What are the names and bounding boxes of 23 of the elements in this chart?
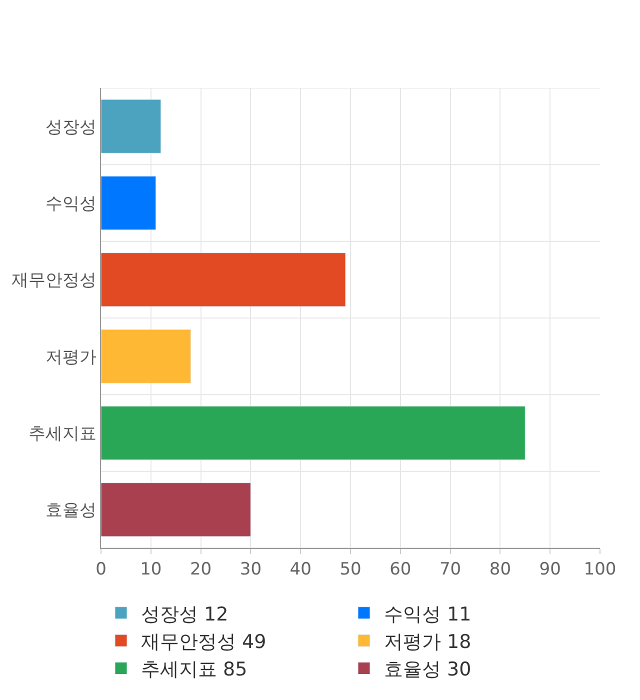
x-tick-label: 70 — [439, 559, 462, 580]
y-tick-label: 추세지표 — [28, 424, 97, 444]
x-tick-label: 60 — [390, 559, 412, 580]
x-tick-label: 30 — [240, 559, 262, 580]
legend-label: 재무안정성 49 — [141, 630, 266, 653]
x-tick-label: 100 — [584, 559, 616, 580]
x-tick-label: 80 — [489, 559, 512, 580]
legend-label: 추세지표 85 — [141, 658, 248, 681]
legend-label: 수익성 11 — [384, 603, 472, 626]
y-tick-label: 재무안정성 — [12, 270, 97, 291]
x-tick-label: 90 — [539, 559, 561, 580]
legend-label: 성장성 12 — [141, 603, 228, 626]
legend-label: 저평가 18 — [384, 630, 472, 653]
x-tick-label: 10 — [140, 559, 162, 580]
x-tick-label: 50 — [340, 559, 362, 580]
y-tick-label: 효율성 — [46, 500, 97, 521]
legend-label: 효율성 30 — [384, 658, 472, 681]
x-tick-label: 40 — [290, 559, 312, 580]
x-tick-label: 0 — [96, 559, 106, 580]
y-tick-label: 수익성 — [46, 194, 97, 214]
x-tick-label: 20 — [190, 559, 212, 580]
y-tick-label: 저평가 — [46, 347, 97, 368]
y-tick-label: 성장성 — [46, 117, 97, 138]
